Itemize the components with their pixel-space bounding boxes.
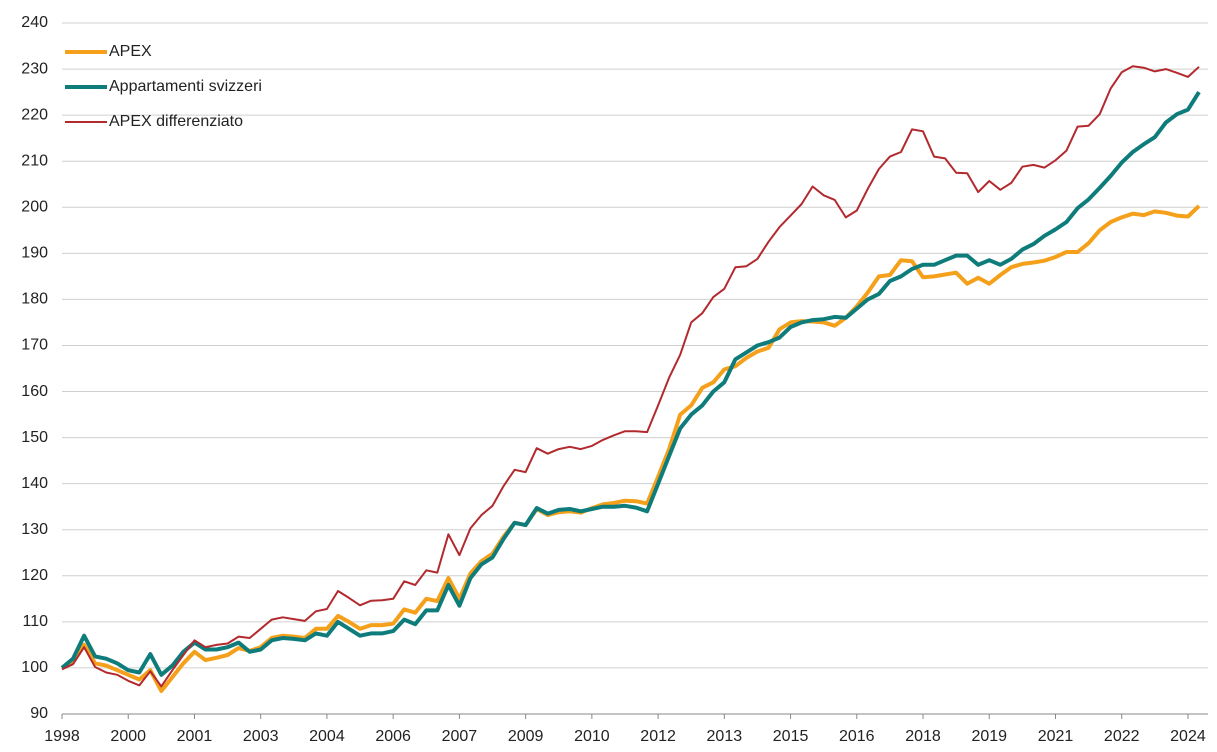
y-tick-label: 200 — [21, 198, 48, 215]
y-tick-label: 190 — [21, 245, 48, 262]
x-tick-label: 2015 — [773, 728, 809, 745]
y-tick-label: 240 — [21, 14, 48, 31]
x-tick-label: 2010 — [574, 728, 610, 745]
y-tick-label: 160 — [21, 383, 48, 400]
x-tick-label: 2006 — [375, 728, 411, 745]
y-tick-label: 150 — [21, 429, 48, 446]
y-tick-label: 170 — [21, 337, 48, 354]
y-tick-label: 120 — [21, 567, 48, 584]
y-tick-label: 100 — [21, 659, 48, 676]
y-tick-label: 140 — [21, 475, 48, 492]
legend-label: Appartamenti svizzeri — [109, 78, 262, 95]
x-tick-label: 2001 — [177, 728, 213, 745]
y-tick-label: 210 — [21, 152, 48, 169]
x-tick-label: 2019 — [971, 728, 1007, 745]
x-tick-label: 2013 — [707, 728, 743, 745]
x-tick-label: 2016 — [839, 728, 875, 745]
y-tick-label: 90 — [30, 705, 48, 722]
x-tick-label: 2018 — [905, 728, 941, 745]
y-tick-label: 180 — [21, 291, 48, 308]
x-tick-label: 1998 — [44, 728, 80, 745]
y-tick-label: 230 — [21, 60, 48, 77]
legend-label: APEX — [109, 43, 152, 60]
x-tick-label: 2024 — [1170, 728, 1206, 745]
x-tick-label: 2000 — [110, 728, 146, 745]
y-tick-label: 110 — [22, 613, 48, 630]
y-tick-label: 220 — [21, 106, 48, 123]
y-tick-label: 130 — [21, 521, 48, 538]
series-line — [60, 91, 1201, 677]
x-tick-label: 2003 — [243, 728, 279, 745]
x-tick-label: 2022 — [1104, 728, 1140, 745]
x-tick-label: 2004 — [309, 728, 345, 745]
x-tick-label: 2012 — [640, 728, 676, 745]
legend-label: APEX differenziato — [109, 113, 243, 130]
series-line — [61, 65, 1200, 688]
series-line — [60, 204, 1201, 693]
x-tick-label: 2009 — [508, 728, 544, 745]
x-tick-label: 2007 — [442, 728, 478, 745]
x-tick-label: 2021 — [1038, 728, 1074, 745]
